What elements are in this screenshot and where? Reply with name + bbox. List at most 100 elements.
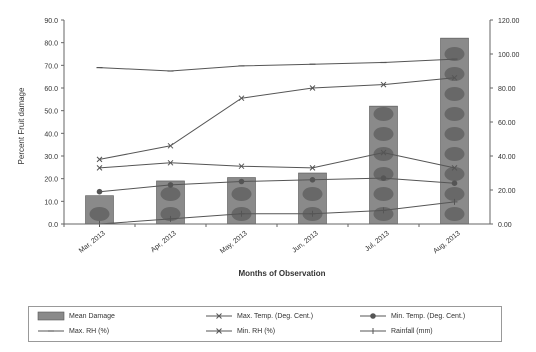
y-tick-label: 60.0 — [44, 86, 58, 93]
bar-pattern — [444, 47, 465, 61]
y-tick-label: 90.0 — [44, 18, 58, 25]
y-tick-label: 50.0 — [44, 109, 58, 116]
line-series — [96, 58, 458, 72]
bar-pattern — [444, 107, 465, 121]
y-tick-label: 80.0 — [44, 41, 58, 48]
legend-item: Max. Temp. (Deg. Cent.) — [205, 310, 313, 322]
legend-item: Mean Damage — [37, 310, 115, 322]
line-series — [96, 175, 458, 195]
y-tick-label: 70.0 — [44, 63, 58, 70]
bar-pattern — [444, 187, 465, 201]
y2-tick-label: 0.00 — [498, 222, 512, 229]
line-point — [238, 178, 245, 185]
series-line — [99, 58, 455, 72]
bar-pattern — [373, 107, 394, 121]
legend-swatch — [38, 330, 64, 332]
legend-swatch — [206, 313, 232, 319]
legend-item: Max. RH (%) — [37, 325, 109, 337]
line-point — [167, 142, 174, 149]
y2-tick-label: 100.00 — [498, 52, 520, 59]
legend-swatch — [360, 328, 386, 334]
y2-tick-label: 20.00 — [498, 188, 516, 195]
bar-pattern — [444, 147, 465, 161]
legend-swatch-bar — [37, 311, 65, 321]
line-point — [309, 85, 316, 91]
line-point — [216, 328, 222, 334]
line-point — [238, 210, 245, 217]
line-series — [96, 74, 458, 163]
legend-swatch — [360, 313, 386, 319]
line-point — [380, 175, 387, 181]
legend-swatch — [37, 311, 65, 321]
legend-label: Mean Damage — [69, 312, 115, 320]
bar-pattern — [160, 207, 181, 221]
line-point — [451, 74, 458, 81]
line-point — [380, 207, 387, 214]
bar-pattern — [160, 187, 181, 201]
line-point — [238, 163, 245, 170]
line-point — [370, 313, 376, 319]
bar-pattern — [444, 67, 465, 81]
lines-layer — [96, 58, 458, 227]
line-point — [451, 165, 458, 171]
bar-pattern — [444, 87, 465, 101]
line-point — [380, 81, 387, 88]
line-point — [451, 180, 458, 186]
y-axis-label: Percent Fruit damage — [17, 87, 26, 164]
series-line — [99, 201, 455, 225]
series-line — [99, 77, 455, 160]
line-point — [451, 198, 458, 205]
y-tick-label: 10.0 — [44, 199, 58, 206]
line-point — [238, 95, 245, 102]
line-point — [216, 313, 222, 319]
bar-pattern — [302, 187, 323, 201]
line-point — [96, 188, 103, 195]
series-line — [99, 177, 455, 193]
y-tick-label: 0.0 — [48, 222, 58, 229]
legend-item: Rainfall (mm) — [359, 325, 433, 337]
x-tick-label: Aug, 2013 — [432, 230, 462, 255]
bar-pattern — [444, 127, 465, 141]
x-axis-label: Months of Observation — [238, 269, 325, 278]
y-tick-label: 30.0 — [44, 154, 58, 161]
bar-pattern — [444, 167, 465, 181]
line-point — [167, 215, 174, 222]
x-tick-label: May, 2013 — [219, 230, 249, 255]
legend-label: Min. RH (%) — [237, 327, 276, 335]
y2-tick-label: 40.00 — [498, 154, 516, 161]
legend-label: Rainfall (mm) — [391, 327, 433, 335]
bar-pattern — [373, 127, 394, 141]
bar-pattern — [444, 207, 465, 221]
bar-pattern — [373, 187, 394, 201]
y2-tick-label: 80.00 — [498, 86, 516, 93]
y-tick-label: 40.0 — [44, 131, 58, 138]
x-tick-label: Jun, 2013 — [291, 230, 320, 255]
line-point — [167, 159, 174, 166]
legend-item: Min. RH (%) — [205, 325, 275, 337]
line-point — [96, 156, 103, 163]
bar — [369, 105, 398, 225]
x-tick-label: Mar, 2013 — [78, 230, 107, 255]
legend: Mean Damage Max. Temp. (Deg. Cent.) Min. T… — [28, 306, 502, 342]
legend-label: Min. Temp. (Deg. Cent.) — [391, 312, 466, 320]
legend-swatch — [206, 328, 232, 334]
line-point — [370, 328, 376, 334]
line-point — [309, 210, 316, 217]
line-series — [96, 149, 458, 171]
line-point — [96, 165, 103, 171]
legend-label: Max. Temp. (Deg. Cent.) — [237, 312, 314, 320]
line-series — [96, 198, 458, 227]
bar-pattern — [373, 147, 394, 161]
line-point — [167, 182, 174, 188]
line-point — [380, 149, 387, 156]
y2-tick-label: 120.00 — [498, 18, 520, 25]
x-tick-label: Apr, 2013 — [150, 230, 178, 254]
series-line — [99, 152, 455, 169]
bars-layer — [85, 37, 469, 225]
y-tick-label: 20.0 — [44, 177, 58, 184]
bar-pattern — [231, 187, 252, 201]
legend-item: Min. Temp. (Deg. Cent.) — [359, 310, 465, 322]
line-point — [309, 177, 316, 183]
bar-pattern — [373, 167, 394, 181]
